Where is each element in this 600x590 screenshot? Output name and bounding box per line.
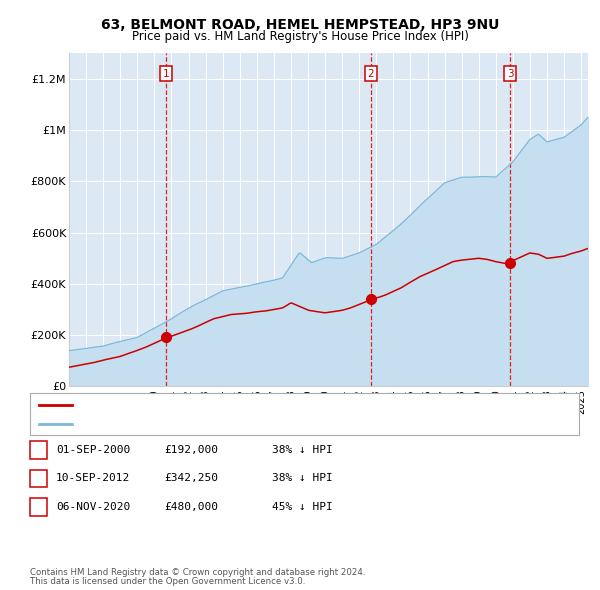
Text: 2: 2 xyxy=(35,474,42,483)
Text: 2: 2 xyxy=(367,68,374,78)
Text: Contains HM Land Registry data © Crown copyright and database right 2024.: Contains HM Land Registry data © Crown c… xyxy=(30,568,365,577)
Text: 38% ↓ HPI: 38% ↓ HPI xyxy=(272,445,332,455)
Text: 38% ↓ HPI: 38% ↓ HPI xyxy=(272,474,332,483)
Text: 06-NOV-2020: 06-NOV-2020 xyxy=(56,502,130,512)
Text: 1: 1 xyxy=(35,445,42,455)
Text: 3: 3 xyxy=(507,68,514,78)
Text: Price paid vs. HM Land Registry's House Price Index (HPI): Price paid vs. HM Land Registry's House … xyxy=(131,30,469,43)
Text: 3: 3 xyxy=(35,502,42,512)
Text: £480,000: £480,000 xyxy=(164,502,218,512)
Text: 10-SEP-2012: 10-SEP-2012 xyxy=(56,474,130,483)
Text: 45% ↓ HPI: 45% ↓ HPI xyxy=(272,502,332,512)
Text: 01-SEP-2000: 01-SEP-2000 xyxy=(56,445,130,455)
Text: 63, BELMONT ROAD, HEMEL HEMPSTEAD, HP3 9NU: 63, BELMONT ROAD, HEMEL HEMPSTEAD, HP3 9… xyxy=(101,18,499,32)
Text: £192,000: £192,000 xyxy=(164,445,218,455)
Text: £342,250: £342,250 xyxy=(164,474,218,483)
Text: 63, BELMONT ROAD, HEMEL HEMPSTEAD, HP3 9NU (detached house): 63, BELMONT ROAD, HEMEL HEMPSTEAD, HP3 9… xyxy=(78,400,439,410)
Text: HPI: Average price, detached house, Dacorum: HPI: Average price, detached house, Daco… xyxy=(78,419,319,430)
Text: This data is licensed under the Open Government Licence v3.0.: This data is licensed under the Open Gov… xyxy=(30,576,305,586)
Text: 1: 1 xyxy=(163,68,169,78)
